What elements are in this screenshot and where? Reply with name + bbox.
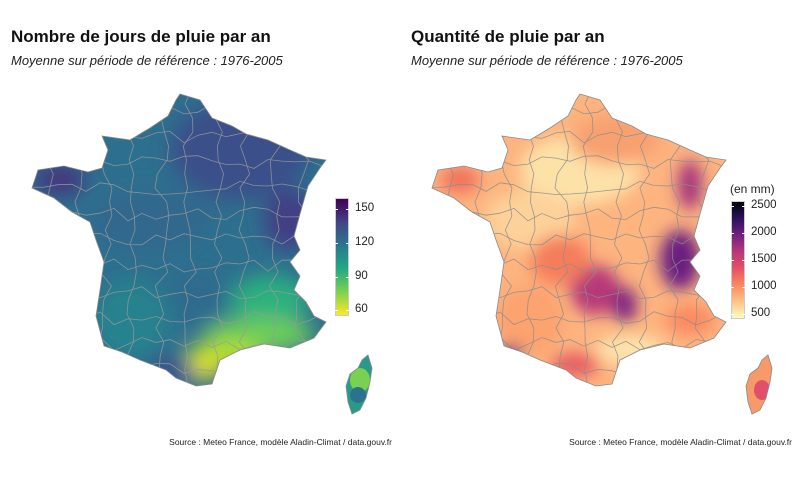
legend-tick-label: 500: [751, 306, 771, 319]
rain-days-france-fill: [32, 94, 326, 386]
legend-tick-mark: [742, 313, 745, 315]
rain-days-panel: Nombre de jours de pluie par an Moyenne …: [0, 0, 399, 480]
rain-amount-panel: Quantité de pluie par an Moyenne sur pér…: [400, 0, 799, 480]
legend-tick-mark: [346, 310, 349, 312]
legend-tick-mark: [742, 260, 745, 261]
legend-tick-mark: [731, 260, 734, 261]
legend-tick-label: 150: [355, 202, 375, 215]
legend-tick-label: 2000: [751, 226, 777, 239]
rain-amount-legend-title: (en mm): [730, 182, 775, 196]
legend-tick-label: 120: [355, 235, 375, 248]
rain-amount-map: [431, 93, 773, 415]
legend-tick-mark: [346, 242, 349, 244]
rain-days-map: [31, 93, 373, 415]
legend-tick-label: 60: [355, 303, 368, 316]
rain-days-subtitle: Moyenne sur période de référence : 1976-…: [11, 53, 283, 68]
rain-amount-title: Quantité de pluie par an: [411, 27, 605, 46]
legend-tick-mark: [335, 276, 338, 278]
legend-tick-mark: [742, 233, 745, 235]
legend-tick-label: 1000: [751, 279, 777, 292]
legend-tick-mark: [346, 209, 349, 211]
legend-tick-label: 90: [355, 269, 368, 282]
legend-tick-mark: [335, 242, 338, 244]
legend-tick-mark: [731, 313, 734, 315]
legend-tick-mark: [731, 206, 734, 208]
legend-tick-mark: [742, 286, 745, 288]
legend-tick-mark: [335, 310, 338, 312]
legend-tick-mark: [742, 206, 745, 208]
legend-tick-mark: [731, 286, 734, 288]
legend-tick-label: 1500: [751, 253, 777, 265]
rain-days-source: Source : Meteo France, modèle Aladin-Cli…: [169, 437, 392, 447]
rain-days-title: Nombre de jours de pluie par an: [11, 27, 271, 46]
rain-amount-source: Source : Meteo France, modèle Aladin-Cli…: [569, 437, 792, 447]
legend-tick-mark: [346, 276, 349, 278]
rain-amount-france-fill: [432, 94, 726, 386]
rain-days-legend-bar: [335, 198, 349, 316]
legend-tick-label: 2500: [751, 199, 777, 212]
rain-amount-subtitle: Moyenne sur période de référence : 1976-…: [411, 53, 683, 68]
legend-tick-mark: [335, 209, 338, 211]
legend-tick-mark: [731, 233, 734, 235]
